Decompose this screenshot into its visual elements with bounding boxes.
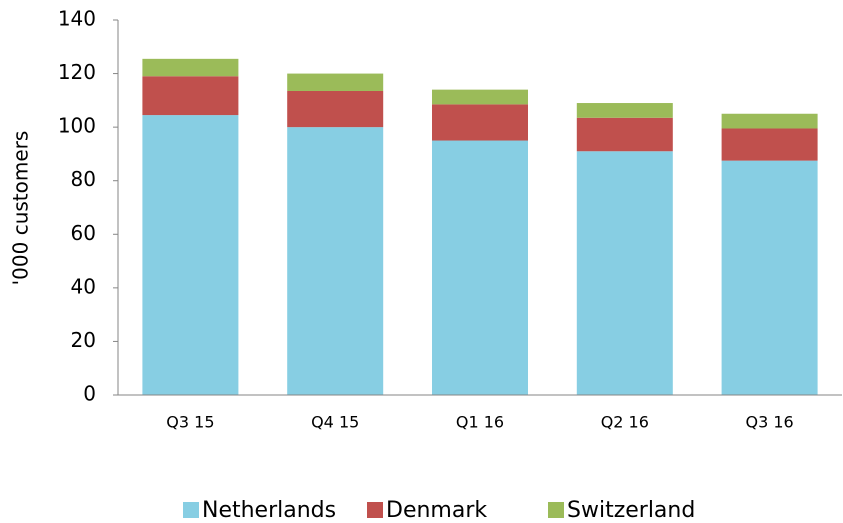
legend-swatch	[183, 502, 199, 518]
bar-segment	[432, 104, 528, 141]
bar-segment	[287, 73, 384, 91]
y-tick-label: 80	[71, 167, 96, 191]
x-tick-label: Q4 15	[311, 413, 359, 432]
legend-swatch	[548, 502, 564, 518]
y-tick-label: 40	[71, 274, 96, 298]
bar-segment	[721, 128, 818, 161]
bar-segment	[576, 103, 673, 118]
legend-swatch	[367, 502, 383, 518]
bar-segment	[142, 58, 239, 77]
y-tick-label: 120	[58, 60, 96, 84]
legend-label: Switzerland	[567, 498, 695, 523]
bar-segment	[432, 140, 528, 395]
legend-label: Denmark	[386, 498, 487, 523]
y-tick-label: 20	[71, 328, 96, 352]
bar-segment	[287, 127, 384, 396]
x-tick-label: Q3 15	[166, 413, 214, 432]
y-tick-label: 60	[71, 221, 96, 245]
bar-segment	[576, 117, 673, 152]
bar-segment	[432, 89, 528, 105]
y-axis-label: '000 customers	[9, 131, 33, 286]
bar-segment	[576, 151, 673, 395]
legend-label: Netherlands	[202, 498, 336, 523]
y-tick-label: 140	[58, 7, 96, 31]
x-tick-label: Q2 16	[601, 413, 649, 432]
bar-segment	[142, 115, 239, 395]
y-tick-label: 0	[83, 382, 96, 406]
bar-segment	[721, 160, 818, 395]
x-tick-label: Q3 16	[745, 413, 793, 432]
bar-segment	[287, 90, 384, 128]
bar-segment	[721, 113, 818, 129]
bar-segment	[142, 76, 239, 116]
y-tick-label: 100	[58, 114, 96, 138]
x-tick-label: Q1 16	[456, 413, 504, 432]
